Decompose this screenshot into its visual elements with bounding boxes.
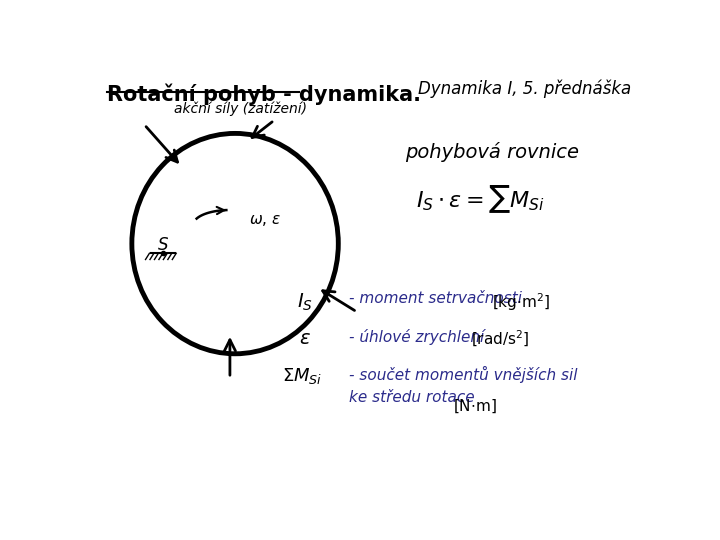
Text: - moment setrvačnosti: - moment setrvačnosti [349,292,527,306]
Text: $\Sigma M_{Si}$: $\Sigma M_{Si}$ [282,366,323,386]
Text: $I_S$: $I_S$ [297,292,312,313]
Text: S: S [158,236,168,254]
Text: - úhlové zrychlení: - úhlové zrychlení [349,329,490,345]
Text: Rotační pohyb - dynamika.: Rotační pohyb - dynamika. [107,84,420,105]
Text: $\omega$, $\varepsilon$: $\omega$, $\varepsilon$ [249,213,282,228]
Text: $I_S \cdot \varepsilon = \sum M_{Si}$: $I_S \cdot \varepsilon = \sum M_{Si}$ [416,183,545,215]
Text: pohybová rovnice: pohybová rovnice [405,141,580,161]
Text: - součet momentů vnějších sil
ke středu rotace: - součet momentů vnějších sil ke středu … [349,366,578,406]
Text: [N$\cdot$m]: [N$\cdot$m] [453,397,497,415]
Text: [rad/s$^2$]: [rad/s$^2$] [471,329,529,349]
Text: Dynamika I, 5. přednáška: Dynamika I, 5. přednáška [418,79,631,98]
Text: $\varepsilon$: $\varepsilon$ [299,329,311,348]
Text: [kg$\cdot$m$^2$]: [kg$\cdot$m$^2$] [492,292,550,313]
Text: akční síly (zatížení): akční síly (zatížení) [174,102,307,116]
